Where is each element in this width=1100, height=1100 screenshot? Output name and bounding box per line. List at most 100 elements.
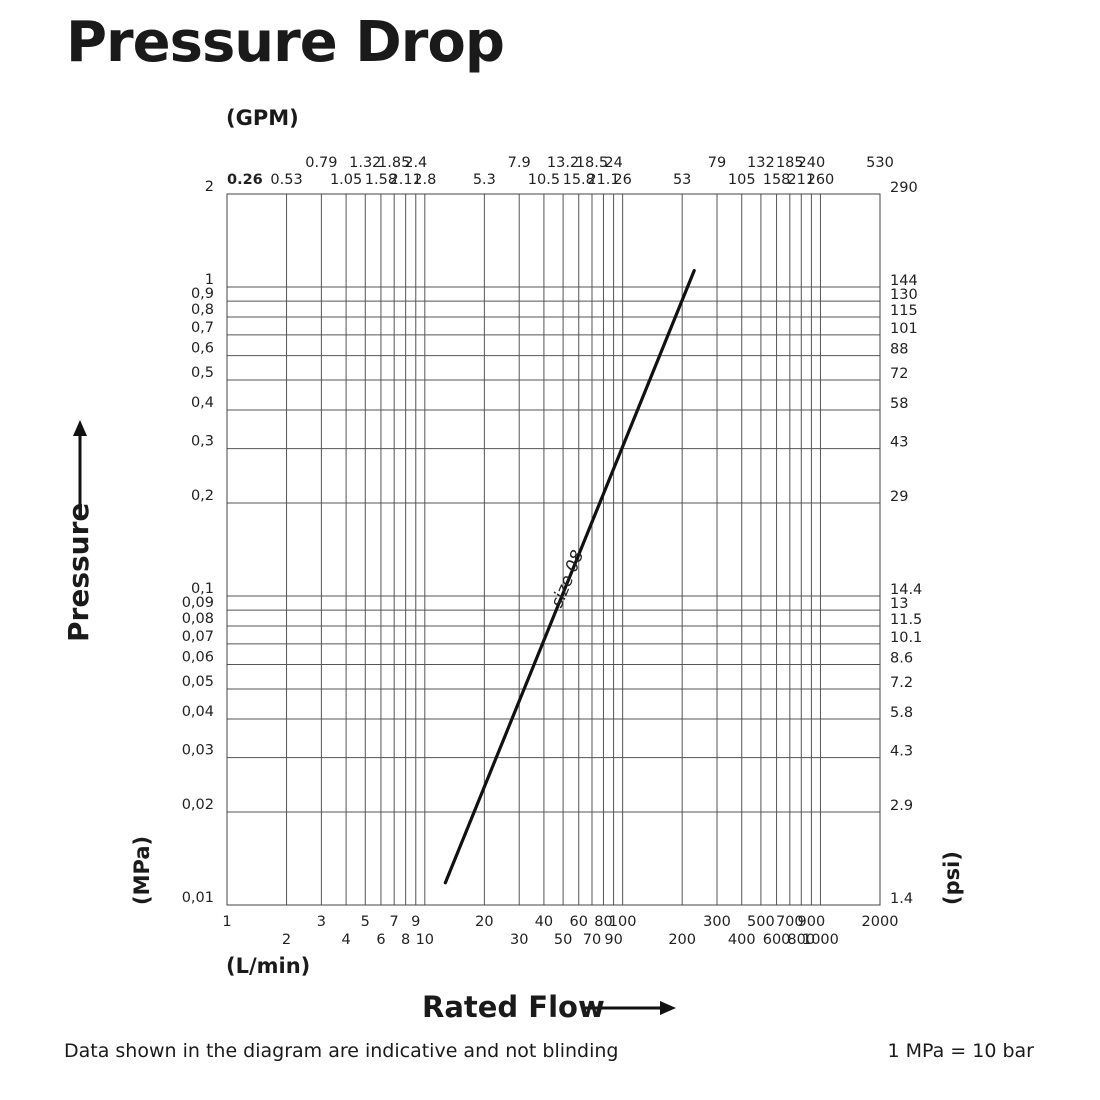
y-tick-label-left: 1: [205, 272, 214, 288]
y-tick-label-left: 0,04: [182, 704, 214, 720]
x-tick-label-bottom: 500: [747, 914, 775, 930]
x-tick-label-top: 7.9: [508, 155, 531, 171]
x-tick-label-top: 26: [613, 172, 631, 188]
x-tick-label-top: 0.53: [270, 172, 302, 188]
y-tick-label-left: 0,03: [182, 743, 214, 759]
footer-unit-conversion: 1 MPa = 10 bar: [887, 1040, 1035, 1062]
bottom-axis-unit-label: (L/min): [226, 954, 311, 978]
x-tick-label-top: 1.32: [349, 155, 381, 171]
y-tick-label-right: 4.3: [890, 744, 913, 760]
y-tick-label-right: 11.5: [890, 612, 922, 628]
x-tick-label-bottom: 100: [609, 914, 637, 930]
x-tick-label-bottom: 90: [604, 932, 622, 948]
x-tick-label-bottom: 20: [475, 914, 493, 930]
y-tick-label-right: 14.4: [890, 582, 922, 598]
x-tick-label-top: 0.26: [227, 172, 263, 188]
x-tick-label-bottom: 80: [594, 914, 612, 930]
x-tick-label-top: 15.8: [563, 172, 595, 188]
y-tick-label-right: 88: [890, 342, 908, 358]
y-tick-label-left: 0,02: [182, 797, 214, 813]
y-tick-label-right: 115: [890, 303, 918, 319]
x-tick-label-bottom: 600: [763, 932, 791, 948]
x-tick-label-bottom: 1: [222, 914, 231, 930]
x-tick-label-top: 1.58: [365, 172, 397, 188]
x-tick-label-top: 79: [708, 155, 726, 171]
x-tick-label-bottom: 40: [535, 914, 553, 930]
y-tick-label-right: 10.1: [890, 630, 922, 646]
y-tick-label-left: 0,5: [191, 365, 214, 381]
flow-arrow-head: [660, 1001, 676, 1015]
y-tick-label-left: 0,6: [191, 341, 214, 357]
x-tick-label-bottom: 300: [703, 914, 731, 930]
y-tick-label-left: 0,01: [182, 890, 214, 906]
x-tick-label-top: 0.79: [305, 155, 337, 171]
x-tick-label-bottom: 70: [583, 932, 601, 948]
x-tick-label-bottom: 50: [554, 932, 572, 948]
y-tick-label-left: 0,09: [182, 595, 214, 611]
y-tick-label-left: 0,05: [182, 674, 214, 690]
x-tick-label-bottom: 30: [510, 932, 528, 948]
x-tick-label-bottom: 8: [401, 932, 410, 948]
right-axis-unit-label: (psi): [940, 851, 964, 905]
y-tick-label-left: 0,4: [191, 395, 214, 411]
x-tick-label-top: 24: [604, 155, 622, 171]
series-name-label: size 08: [547, 547, 588, 610]
x-tick-label-top: 1.05: [330, 172, 362, 188]
x-tick-label-top: 132: [747, 155, 775, 171]
x-tick-label-top: 2.4: [404, 155, 427, 171]
y-tick-label-right: 8.6: [890, 651, 913, 667]
left-axis-unit-label: (MPa): [130, 835, 154, 905]
x-tick-label-bottom: 60: [570, 914, 588, 930]
y-tick-label-left: 0,7: [191, 320, 214, 336]
x-tick-label-top: 2.11: [389, 172, 421, 188]
x-tick-label-bottom: 5: [361, 914, 370, 930]
x-tick-label-bottom: 10: [416, 932, 434, 948]
x-tick-label-bottom: 9: [411, 914, 420, 930]
x-tick-label-top: 21.1: [587, 172, 619, 188]
x-tick-label-top: 2.8: [413, 172, 436, 188]
top-axis-unit-label: (GPM): [226, 106, 299, 130]
y-tick-label-left: 0,08: [182, 611, 214, 627]
y-tick-label-right: 72: [890, 366, 908, 382]
y-tick-label-right: 290: [890, 180, 918, 196]
y-tick-label-right: 13: [890, 596, 908, 612]
y-tick-label-left: 2: [205, 179, 214, 195]
x-tick-label-bottom: 900: [798, 914, 826, 930]
y-tick-label-right: 29: [890, 489, 908, 505]
x-tick-label-bottom: 400: [728, 932, 756, 948]
y-tick-label-left: 0,2: [191, 488, 214, 504]
x-tick-label-top: 10.5: [528, 172, 560, 188]
y-tick-label-left: 0,06: [182, 650, 214, 666]
x-tick-label-bottom: 4: [341, 932, 350, 948]
x-tick-label-bottom: 1000: [802, 932, 839, 948]
x-tick-label-bottom: 2000: [862, 914, 899, 930]
y-tick-label-left: 0,8: [191, 302, 214, 318]
x-tick-label-bottom: 700: [776, 914, 804, 930]
y-tick-label-right: 130: [890, 287, 918, 303]
x-tick-label-top: 240: [798, 155, 826, 171]
x-tick-label-bottom: 200: [668, 932, 696, 948]
y-tick-label-right: 43: [890, 435, 908, 451]
x-tick-label-top: 260: [807, 172, 835, 188]
x-tick-label-top: 1.85: [378, 155, 410, 171]
y-tick-label-right: 7.2: [890, 675, 913, 691]
x-tick-label-top: 13.2: [547, 155, 579, 171]
x-tick-label-top: 185: [776, 155, 804, 171]
page-title: Pressure Drop: [66, 10, 505, 75]
y-tick-label-left: 0,9: [191, 286, 214, 302]
x-tick-label-top: 211: [787, 172, 815, 188]
x-tick-label-bottom: 2: [282, 932, 291, 948]
y-tick-label-right: 58: [890, 396, 908, 412]
x-tick-label-top: 18.5: [576, 155, 608, 171]
x-tick-label-top: 530: [866, 155, 894, 171]
y-tick-label-left: 0,3: [191, 434, 214, 450]
y-tick-label-left: 0,07: [182, 629, 214, 645]
y-tick-label-right: 144: [890, 273, 918, 289]
footer-disclaimer: Data shown in the diagram are indicative…: [64, 1040, 619, 1062]
x-tick-label-top: 158: [763, 172, 791, 188]
x-tick-label-bottom: 800: [787, 932, 815, 948]
x-tick-label-top: 53: [673, 172, 691, 188]
x-tick-label-bottom: 7: [390, 914, 399, 930]
series-line: [443, 269, 696, 885]
plot-frame: [226, 193, 881, 906]
